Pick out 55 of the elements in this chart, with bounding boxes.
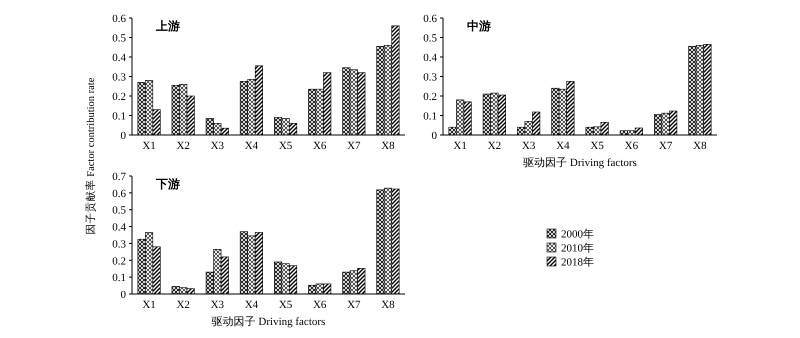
x-tick-label: X1 [142,299,156,311]
x-tick-label: X1 [142,140,156,152]
y-tick-label: 0.1 [112,110,126,122]
y-tick-label: 0.5 [112,204,126,217]
x-tick-label: X2 [488,140,502,152]
chart-title: 下游 [155,177,180,191]
y-tick-label: 0.5 [112,32,126,44]
y-tick-label: 0.2 [112,91,126,103]
y-tick-label: 0.3 [423,72,438,84]
x-tick-label: X7 [347,140,362,152]
y-tick-label: 0.7 [112,171,126,183]
y-tick-label: 0.4 [423,52,438,64]
y-tick-label: 0.2 [423,91,437,103]
chart-title: 上游 [155,19,180,33]
x-tick-label: X1 [453,140,467,152]
x-tick-label: X5 [278,140,293,152]
x-tick-label: X6 [312,299,327,311]
y-tick-label: 0.6 [423,13,438,25]
x-axis-title: 驱动因子 Driving factors [212,316,326,328]
y-tick-label: 0.1 [423,110,437,122]
x-tick-label: X8 [381,140,396,152]
x-tick-label: X2 [176,299,190,311]
x-tick-label: X7 [658,140,673,152]
x-tick-label: X3 [210,299,225,311]
x-tick-label: X4 [244,140,259,152]
x-axis-title: 驱动因子 Driving factors [523,157,637,169]
x-tick-label: X3 [210,140,225,152]
x-tick-label: X6 [312,140,327,152]
x-tick-label: X5 [278,299,293,311]
y-tick-label: 0.3 [112,72,126,84]
x-tick-label: X5 [590,140,604,152]
y-tick-label: 0 [432,130,438,142]
x-tick-label: X3 [522,140,536,152]
x-tick-label: X8 [693,140,708,152]
y-tick-label: 0.6 [112,188,126,200]
y-tick-label: 0.6 [112,13,126,25]
x-tick-label: X7 [347,299,362,311]
legend-label: 2010年 [561,242,594,254]
x-tick-label: X6 [624,140,639,152]
x-tick-label: X4 [244,299,259,311]
x-tick-label: X2 [176,140,190,152]
y-tick-label: 0.2 [112,255,126,268]
y-tick-label: 0 [120,130,126,142]
y-axis-title: 因子贡献率 Factor contribution rate [84,77,97,234]
y-tick-label: 0.1 [112,272,126,284]
y-tick-label: 0.5 [423,32,438,44]
y-tick-label: 0.3 [112,238,126,250]
y-tick-label: 0 [120,289,126,301]
y-tick-label: 0.4 [112,52,126,64]
x-tick-label: X8 [381,299,396,311]
chart-title: 中游 [467,19,491,33]
legend-label: 2018年 [561,256,594,268]
y-tick-label: 0.4 [112,222,126,234]
legend-label: 2000年 [561,228,594,240]
x-tick-label: X4 [556,140,570,152]
